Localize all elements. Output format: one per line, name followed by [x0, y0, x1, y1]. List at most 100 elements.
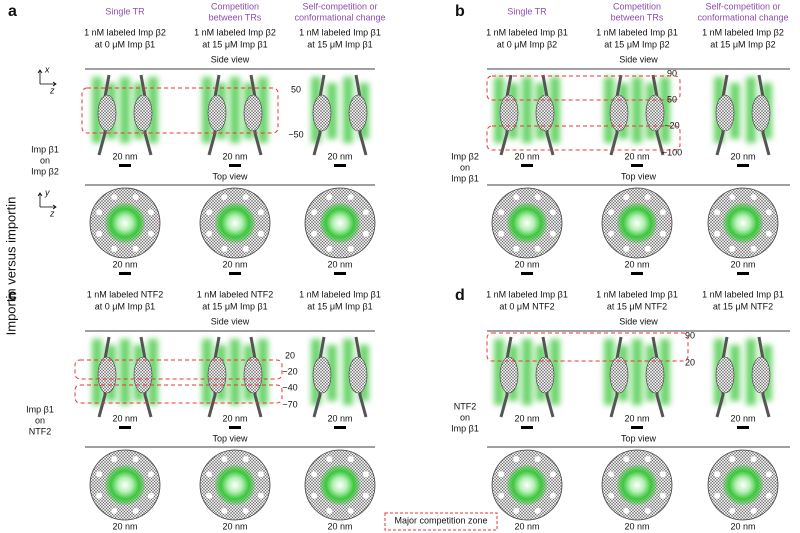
signal-blob: [343, 339, 353, 405]
pore-hole: [513, 456, 520, 463]
green-signal: [105, 465, 145, 505]
side-view-label: Side view: [619, 316, 658, 326]
pore-hole: [326, 245, 333, 252]
pore-scaffold: [243, 356, 263, 394]
side-view-image: [311, 336, 369, 418]
pore-hole: [608, 230, 615, 237]
scale-label: 20 nm: [327, 151, 352, 161]
column-title: Single TR: [105, 6, 145, 16]
column-title: Competition: [613, 1, 661, 11]
pore-hole: [347, 507, 354, 514]
pore-scaffold: [645, 356, 665, 394]
pair-label: Imp β1: [26, 404, 54, 414]
pore-hole: [608, 471, 615, 478]
signal-blob: [327, 345, 337, 401]
scale-bar: [119, 272, 131, 275]
side-view-image: [714, 336, 772, 418]
scale-bar: [521, 426, 533, 429]
condition: 1 nM labeled NTF2: [87, 289, 164, 299]
green-signal: [215, 465, 255, 505]
column-title: between TRs: [611, 12, 664, 22]
scale-bar: [631, 164, 643, 167]
pore-hole: [111, 507, 118, 514]
pore-hole: [714, 492, 721, 499]
position-label: 90: [685, 330, 695, 340]
pore-hole: [729, 456, 736, 463]
side-view-image: [92, 336, 158, 418]
position-label: −100: [662, 147, 682, 157]
side-view-image: [494, 74, 560, 156]
pair-label: Imp β1: [451, 173, 479, 183]
axis-arrow: [37, 69, 57, 87]
pore-scaffold: [645, 94, 665, 132]
legend-box: [384, 512, 498, 531]
condition: at 15 μM Imp β2: [604, 39, 669, 49]
pore-hole: [132, 507, 139, 514]
signal-blob: [148, 77, 158, 143]
pore-hole: [242, 507, 249, 514]
position-label: 90: [667, 68, 677, 78]
pore-hole: [206, 492, 213, 499]
top-view-label: Top view: [212, 171, 248, 181]
pore-hole: [729, 194, 736, 201]
scale-label: 20 nm: [327, 259, 352, 269]
side-view-label: Side view: [211, 54, 250, 64]
pore-hole: [644, 507, 651, 514]
scale-label: 20 nm: [624, 151, 649, 161]
pore-hole: [714, 209, 721, 216]
pore-hole: [513, 194, 520, 201]
pore-hole: [644, 456, 651, 463]
signal-blob: [730, 83, 740, 139]
scale-label: 20 nm: [514, 259, 539, 269]
pore-hole: [750, 456, 757, 463]
pore-hole: [623, 456, 630, 463]
side-view-image: [604, 74, 670, 156]
signal-blob: [632, 77, 642, 143]
axis-label: x: [44, 64, 50, 74]
top-view-label: Top view: [621, 171, 657, 181]
side-view-label: Side view: [619, 54, 658, 64]
condition: at 0 μM NTF2: [499, 301, 554, 311]
pore-hole: [206, 471, 213, 478]
pore-scaffold: [207, 94, 227, 132]
scale-label: 20 nm: [222, 521, 247, 531]
pair-label: NTF2: [454, 401, 477, 411]
pore-hole: [750, 507, 757, 514]
pore-scaffold: [312, 94, 332, 132]
pair-label: Imp β2: [451, 151, 479, 161]
scale-label: 20 nm: [730, 413, 755, 423]
scale-label: 20 nm: [514, 413, 539, 423]
column-title: Single TR: [507, 6, 547, 16]
pore-hole: [96, 230, 103, 237]
scale-bar: [229, 272, 241, 275]
condition: 1 nM labeled Imp β1: [596, 27, 678, 37]
scale-label: 20 nm: [112, 259, 137, 269]
signal-blob: [746, 77, 756, 143]
scale-label: 20 nm: [112, 151, 137, 161]
pore-hole: [147, 230, 154, 237]
signal-blob: [120, 77, 130, 143]
condition: 1 nM labeled Imp β2: [702, 27, 784, 37]
green-signal: [617, 203, 657, 243]
pore-hole: [765, 209, 772, 216]
signal-blob: [660, 77, 670, 143]
signal-blob: [92, 77, 102, 143]
pore-hole: [311, 209, 318, 216]
pore-hole: [498, 492, 505, 499]
scale-bar: [631, 426, 643, 429]
signal-blob: [258, 339, 268, 405]
condition: at 0 μM Imp β1: [95, 39, 155, 49]
signal-blob: [327, 83, 337, 139]
condition: 1 nM labeled Imp β1: [486, 289, 568, 299]
pore-hole: [132, 456, 139, 463]
pore-hole: [347, 456, 354, 463]
pore-hole: [549, 230, 556, 237]
pore-hole: [765, 492, 772, 499]
pore-hole: [362, 230, 369, 237]
panel-letter: c: [8, 287, 17, 304]
scale-bar: [737, 426, 749, 429]
competition-zone: [74, 359, 283, 380]
condition: 1 nM labeled Imp β1: [702, 289, 784, 299]
pore-scaffold: [97, 356, 117, 394]
